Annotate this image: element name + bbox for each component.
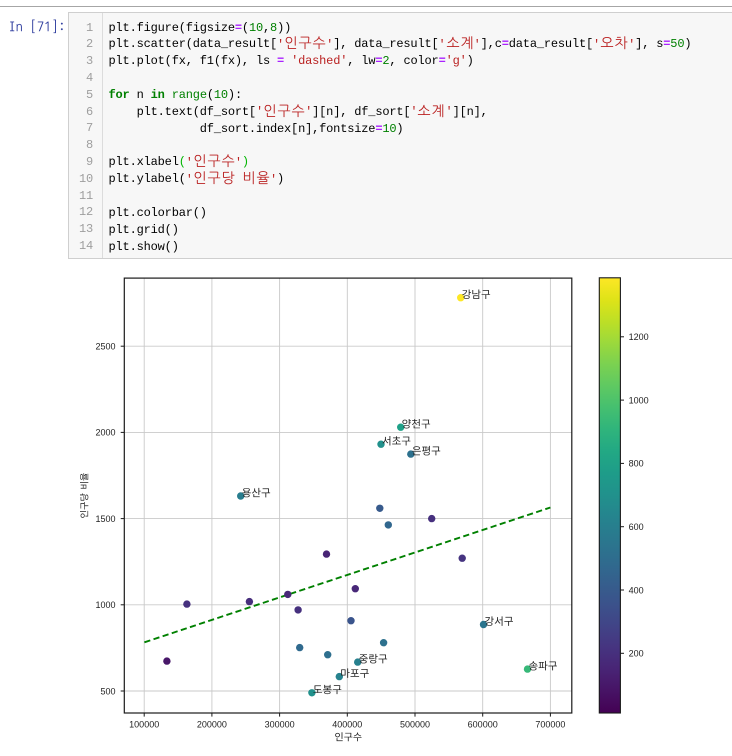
svg-text:1000: 1000 bbox=[95, 600, 115, 610]
svg-text:300000: 300000 bbox=[265, 719, 295, 729]
svg-text:200000: 200000 bbox=[197, 719, 227, 729]
svg-text:1500: 1500 bbox=[95, 514, 115, 524]
svg-text:2500: 2500 bbox=[95, 342, 115, 352]
svg-text:800: 800 bbox=[629, 459, 644, 469]
svg-text:400000: 400000 bbox=[332, 719, 362, 729]
svg-text:1000: 1000 bbox=[629, 395, 649, 405]
svg-text:100000: 100000 bbox=[129, 719, 159, 729]
svg-text:2000: 2000 bbox=[95, 428, 115, 438]
svg-text:500000: 500000 bbox=[400, 719, 430, 729]
svg-text:600000: 600000 bbox=[468, 719, 498, 729]
svg-text:600: 600 bbox=[629, 522, 644, 532]
svg-text:700000: 700000 bbox=[535, 719, 565, 729]
svg-text:500: 500 bbox=[100, 686, 115, 696]
svg-text:1200: 1200 bbox=[629, 332, 649, 342]
svg-text:400: 400 bbox=[629, 585, 644, 595]
svg-text:200: 200 bbox=[629, 649, 644, 659]
